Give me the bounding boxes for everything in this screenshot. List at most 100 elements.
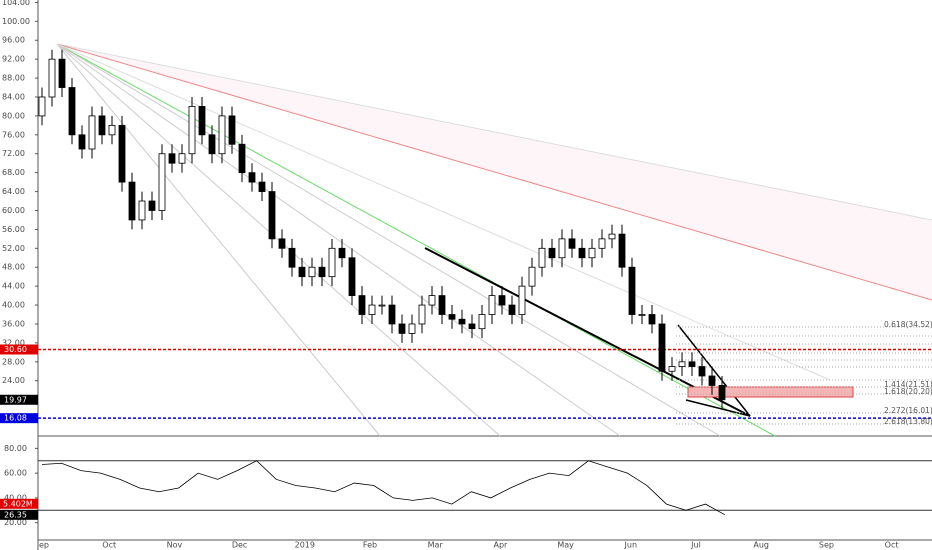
candle-body <box>568 238 576 249</box>
candle-body <box>478 314 486 330</box>
candle-body <box>108 124 116 136</box>
volume-tag-label: 5.402M <box>3 499 33 508</box>
candle-body <box>188 106 196 155</box>
x-tick-label: Aug <box>753 541 769 550</box>
candle-body <box>278 238 286 249</box>
candle-body <box>668 366 676 372</box>
candle-body <box>528 266 536 287</box>
volume-tag <box>0 498 38 509</box>
x-tick-label: Nov <box>167 541 183 550</box>
candle-body <box>218 115 226 155</box>
candle-body <box>88 115 96 150</box>
y-tick-label: 40.00 <box>4 493 27 502</box>
fan-line <box>56 43 381 437</box>
trend-line <box>677 324 751 417</box>
candle-body <box>208 134 216 155</box>
fan-line <box>56 43 621 437</box>
candle-body <box>388 304 396 325</box>
candle-body <box>538 247 546 268</box>
y-tick-label: 56.00 <box>2 225 25 234</box>
x-tick-label: Dec <box>232 541 247 550</box>
candle-body <box>638 314 646 316</box>
price-tag-label: 30.60 <box>4 345 27 354</box>
candle-body <box>248 172 256 183</box>
candle-body <box>168 153 176 164</box>
candle-body <box>198 106 206 136</box>
y-tick-label: 72.00 <box>2 149 25 158</box>
candle-body <box>498 295 506 306</box>
y-tick-label: 92.00 <box>2 55 25 64</box>
x-tick-label: Oct <box>885 541 899 550</box>
price-tag-label: 19.97 <box>4 395 27 404</box>
fib-label: 2.618(13.80) <box>884 417 932 426</box>
fan-line <box>56 43 831 381</box>
candle-body <box>458 318 466 325</box>
candle-body <box>398 323 406 334</box>
y-tick-label: 52.00 <box>2 244 25 253</box>
candle-body <box>138 200 146 221</box>
candle-body <box>178 153 186 164</box>
candle-body <box>578 247 586 259</box>
y-tick-label: 48.00 <box>2 263 25 272</box>
candle-body <box>718 385 726 401</box>
candle-body <box>558 238 566 259</box>
candle-body <box>358 295 366 315</box>
candle-body <box>68 87 76 136</box>
candle-body <box>548 247 556 259</box>
y-tick-label: 20.00 <box>4 518 27 527</box>
x-tick-label: Jul <box>690 541 701 550</box>
candle-body <box>308 266 316 278</box>
y-tick-label: 76.00 <box>2 130 25 139</box>
candle-body <box>348 257 356 296</box>
x-tick-label: 2019 <box>295 541 315 550</box>
candle-body <box>38 96 46 117</box>
candle-body <box>508 304 516 315</box>
candle-body <box>328 247 336 278</box>
candle-body <box>368 304 376 315</box>
candle-body <box>428 295 436 306</box>
candle-body <box>288 247 296 268</box>
y-tick-label: 96.00 <box>2 36 25 45</box>
candle-body <box>158 153 166 211</box>
y-tick-label: 32.00 <box>2 338 25 347</box>
candle-body <box>418 304 426 325</box>
price-tag <box>0 344 38 355</box>
rsi-tag <box>0 509 38 520</box>
candle-body <box>608 233 616 240</box>
x-tick-label: Mar <box>428 541 444 550</box>
candle-body <box>338 247 346 259</box>
candle-body <box>118 124 126 183</box>
candle-body <box>98 115 106 136</box>
candle-body <box>298 266 306 278</box>
fan-line <box>56 43 932 221</box>
x-tick-label: May <box>557 541 574 550</box>
candle-body <box>448 314 456 320</box>
y-tick-label: 40.00 <box>2 301 25 310</box>
price-tag <box>0 394 38 405</box>
candle-body <box>678 361 686 367</box>
y-tick-label: 80.00 <box>4 444 27 453</box>
candle-body <box>58 58 66 88</box>
x-tick-label: Oct <box>102 541 116 550</box>
candle-body <box>658 323 666 372</box>
y-tick-label: 88.00 <box>2 74 25 83</box>
drawings <box>56 43 932 437</box>
x-tick-label: Feb <box>363 541 377 550</box>
y-tick-label: 100.00 <box>2 17 30 26</box>
x-tick-label: Sep <box>819 541 834 550</box>
candle-body <box>408 323 416 334</box>
rsi-tag-label: 26.35 <box>4 510 27 519</box>
y-tick-label: 24.00 <box>2 376 25 385</box>
fan-line <box>56 43 721 437</box>
fib-label: 1.414(21.51) <box>884 380 932 389</box>
price-tag <box>0 413 38 424</box>
y-tick-label: 104.00 <box>2 0 30 7</box>
candle-body <box>488 295 496 315</box>
rsi-line <box>41 460 726 516</box>
y-tick-label: 36.00 <box>2 319 25 328</box>
candle-body <box>468 323 476 330</box>
x-tick-label: Apr <box>493 541 508 550</box>
fan-line <box>56 43 776 437</box>
